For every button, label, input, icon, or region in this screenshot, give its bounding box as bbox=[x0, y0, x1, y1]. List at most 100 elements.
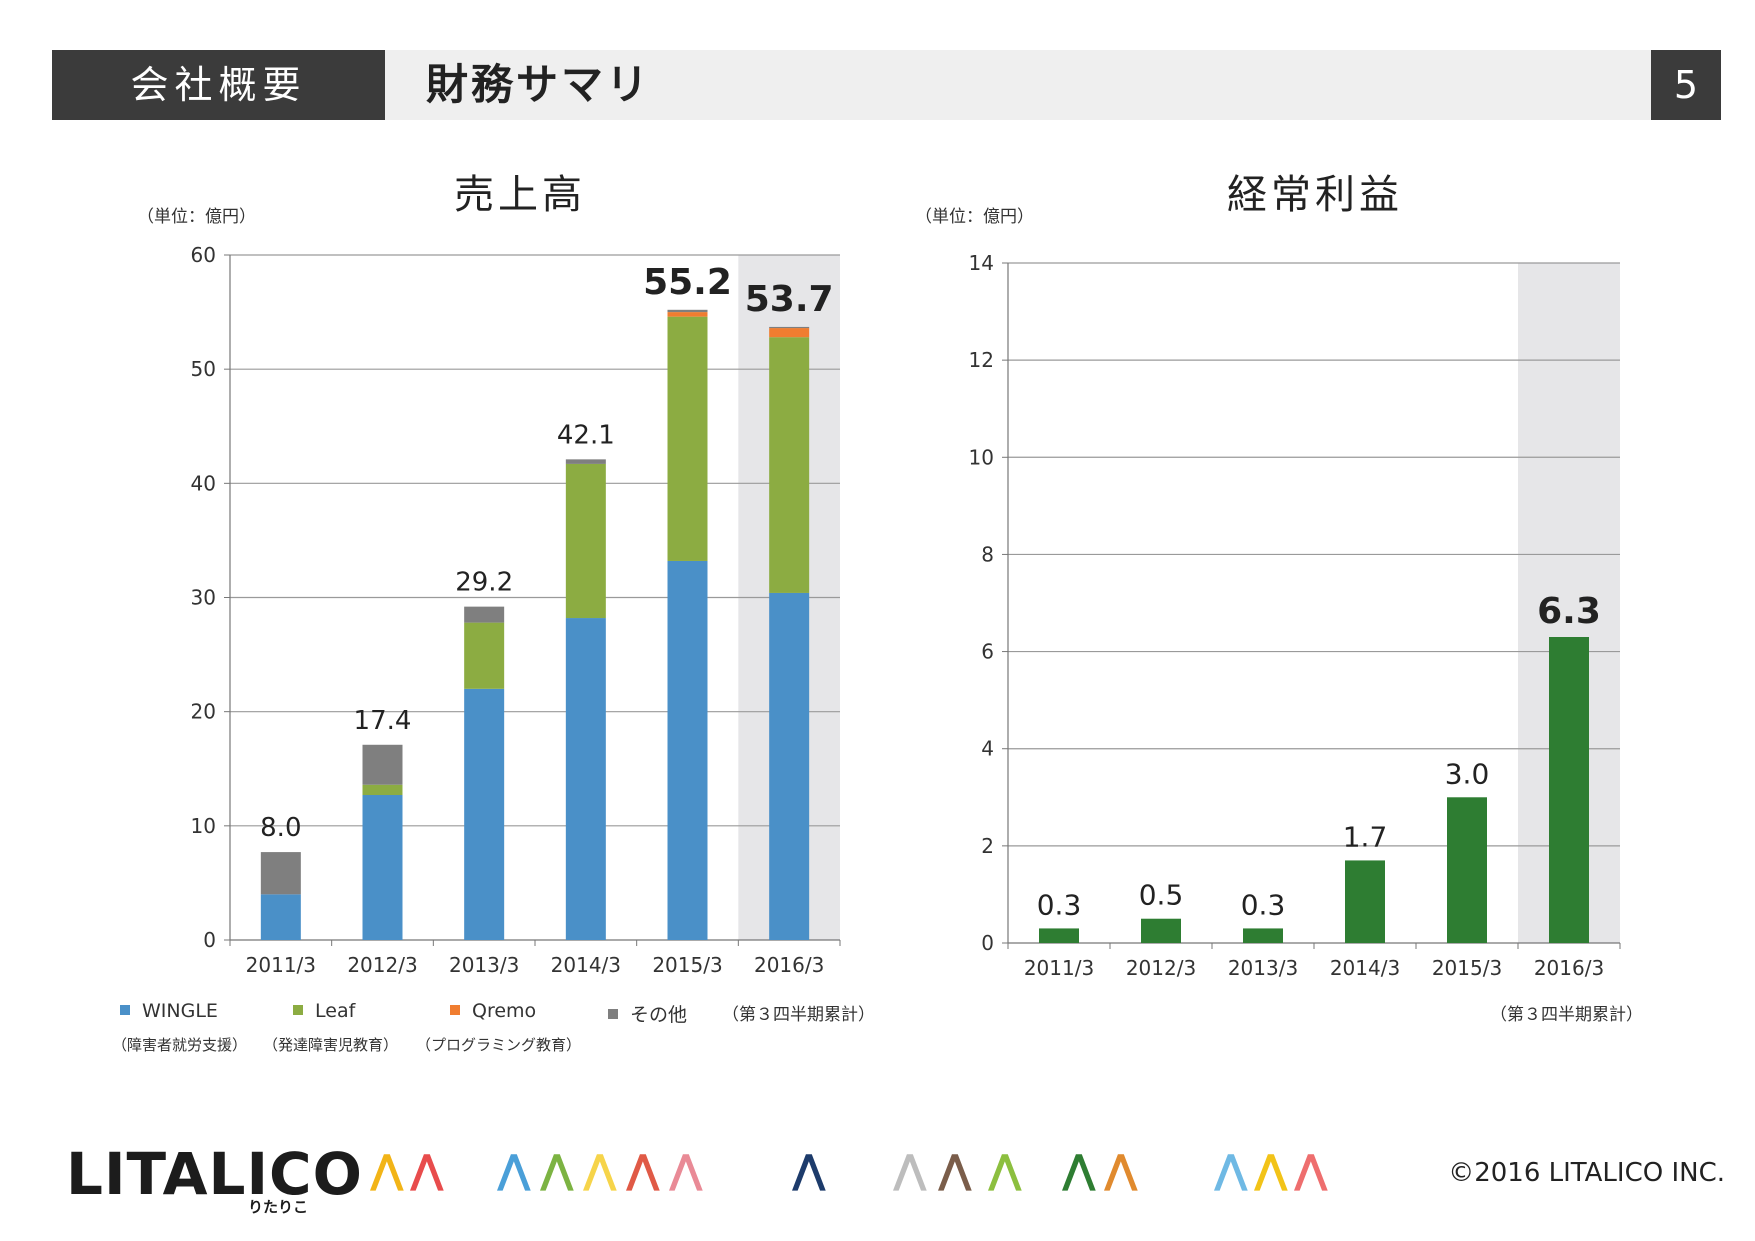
page-number: 5 bbox=[1651, 50, 1721, 120]
chart1-xtick-label: 2015/3 bbox=[1432, 956, 1502, 980]
chart0-bar-segment bbox=[260, 894, 301, 940]
chart1-ytick-label: 8 bbox=[981, 542, 994, 566]
person-icon: ⋀ bbox=[497, 1147, 531, 1193]
chart0-title: 売上高 bbox=[454, 172, 586, 218]
person-icon: ⋀ bbox=[988, 1147, 1022, 1193]
chart1-ytick-label: 4 bbox=[981, 737, 994, 761]
person-icon: ⋀ bbox=[370, 1147, 404, 1193]
chart0-bar-segment bbox=[464, 606, 505, 623]
person-icon: ⋀ bbox=[1104, 1147, 1138, 1193]
chart1-bar bbox=[1345, 860, 1385, 943]
chart1-xtick-label: 2014/3 bbox=[1330, 956, 1400, 980]
chart0-ytick-label: 40 bbox=[191, 471, 216, 495]
page-title: 財務サマリ bbox=[426, 60, 652, 109]
chart1-xtick-label: 2011/3 bbox=[1024, 956, 1094, 980]
chart1-ytick-label: 0 bbox=[981, 931, 994, 955]
chart0-bar-segment bbox=[362, 784, 403, 796]
chart0-bar-segment bbox=[667, 312, 708, 317]
legend-label-qremo: Qremo bbox=[472, 1000, 537, 1022]
chart1-title: 経常利益 bbox=[1227, 172, 1403, 218]
person-icon: ⋀ bbox=[540, 1147, 574, 1193]
legend-label-leaf: Leaf bbox=[315, 1000, 356, 1022]
chart1-xtick-label: 2012/3 bbox=[1126, 956, 1196, 980]
chart0-unit-note: （単位：億円） bbox=[137, 207, 256, 227]
chart1-ytick-label: 6 bbox=[981, 640, 994, 664]
legend-swatch-qremo bbox=[450, 1005, 460, 1015]
chart0-total-label: 53.7 bbox=[745, 279, 834, 320]
chart0-bar-segment bbox=[362, 795, 403, 940]
chart1-xtick-label: 2013/3 bbox=[1228, 956, 1298, 980]
legend-item-qremo: Qremo bbox=[450, 1000, 536, 1022]
chart1-ytick-label: 12 bbox=[969, 348, 994, 372]
legend-note-left: （第３四半期累計） bbox=[722, 1005, 875, 1025]
legend-sub-leaf: （発達障害児教育） bbox=[263, 1036, 399, 1054]
chart1-data-label: 0.5 bbox=[1139, 879, 1184, 912]
chart1-data-label: 3.0 bbox=[1445, 757, 1490, 790]
chart0-bar-segment bbox=[769, 592, 810, 940]
chart0-bar-segment bbox=[464, 688, 505, 940]
chart1-data-label: 0.3 bbox=[1037, 888, 1082, 921]
legend-label-other: その他 bbox=[630, 1004, 688, 1026]
chart1-ytick-label: 10 bbox=[969, 445, 994, 469]
chart1-bar bbox=[1447, 797, 1487, 943]
legend-swatch-other bbox=[608, 1009, 618, 1019]
chart0-bar-segment bbox=[565, 463, 606, 619]
legend-swatch-wingle bbox=[120, 1005, 130, 1015]
chart0-bar-segment bbox=[667, 309, 708, 313]
chart0-ytick-label: 0 bbox=[203, 928, 216, 952]
chart0-bar-segment bbox=[769, 328, 810, 338]
litalico-logo-sub: りたりこ bbox=[248, 1198, 309, 1216]
chart1-xtick-label: 2016/3 bbox=[1534, 956, 1604, 980]
legend-note-right: （第３四半期累計） bbox=[1490, 1005, 1643, 1025]
chart0-bar-segment bbox=[260, 852, 301, 895]
chart0-ytick-label: 50 bbox=[191, 357, 216, 381]
person-icon: ⋀ bbox=[893, 1147, 927, 1193]
legend-item-leaf: Leaf bbox=[293, 1000, 355, 1022]
chart0-xtick-label: 2013/3 bbox=[449, 953, 519, 977]
legend-item-other: その他 bbox=[608, 1000, 687, 1027]
copyright-text: ©2016 LITALICO INC. bbox=[1448, 1158, 1725, 1188]
chart0-total-label: 17.4 bbox=[354, 706, 412, 736]
chart0-bar-segment bbox=[565, 618, 606, 940]
legend-sub-qremo: （プログラミング教育） bbox=[416, 1036, 582, 1054]
legend-label-wingle: WINGLE bbox=[142, 1000, 218, 1022]
chart1-bar bbox=[1039, 928, 1079, 943]
chart0-ytick-label: 60 bbox=[191, 243, 216, 267]
chart1-unit-note: （単位：億円） bbox=[915, 207, 1034, 227]
chart0-total-label: 8.0 bbox=[260, 813, 301, 843]
person-icon: ⋀ bbox=[626, 1147, 660, 1193]
legend-sub-wingle: （障害者就労支援） bbox=[112, 1036, 248, 1054]
chart0-bar-segment bbox=[769, 326, 810, 329]
person-icon: ⋀ bbox=[1214, 1147, 1248, 1193]
chart1-data-label: 6.3 bbox=[1537, 591, 1601, 632]
chart1-bar bbox=[1243, 928, 1283, 943]
chart0-xtick-label: 2014/3 bbox=[551, 953, 621, 977]
chart0-xtick-label: 2016/3 bbox=[754, 953, 824, 977]
person-icon: ⋀ bbox=[669, 1147, 703, 1193]
chart1-bar bbox=[1141, 918, 1181, 943]
chart0-ytick-label: 10 bbox=[191, 814, 216, 838]
chart1-data-label: 0.3 bbox=[1241, 888, 1286, 921]
chart0-bar-segment bbox=[565, 459, 606, 464]
person-icon: ⋀ bbox=[792, 1147, 826, 1193]
chart0-total-label: 29.2 bbox=[455, 568, 513, 598]
chart0-bar-segment bbox=[769, 337, 810, 593]
chart0-bar-segment bbox=[667, 316, 708, 561]
chart0-ytick-label: 30 bbox=[191, 586, 216, 610]
chart0-total-label: 42.1 bbox=[557, 420, 615, 450]
person-icon: ⋀ bbox=[1254, 1147, 1288, 1193]
chart1-ytick-label: 14 bbox=[969, 251, 994, 275]
person-icon: ⋀ bbox=[1062, 1147, 1096, 1193]
chart1-bar bbox=[1549, 637, 1589, 943]
legend-item-wingle: WINGLE bbox=[120, 1000, 218, 1022]
person-icon: ⋀ bbox=[938, 1147, 972, 1193]
litalico-logo: LITALICO bbox=[66, 1140, 363, 1208]
chart0-xtick-label: 2011/3 bbox=[246, 953, 316, 977]
section-label: 会社概要 bbox=[52, 50, 385, 120]
chart0-xtick-label: 2015/3 bbox=[652, 953, 722, 977]
chart0-ytick-label: 20 bbox=[191, 700, 216, 724]
legend-swatch-leaf bbox=[293, 1005, 303, 1015]
person-icon: ⋀ bbox=[583, 1147, 617, 1193]
chart0-bar-segment bbox=[464, 622, 505, 689]
